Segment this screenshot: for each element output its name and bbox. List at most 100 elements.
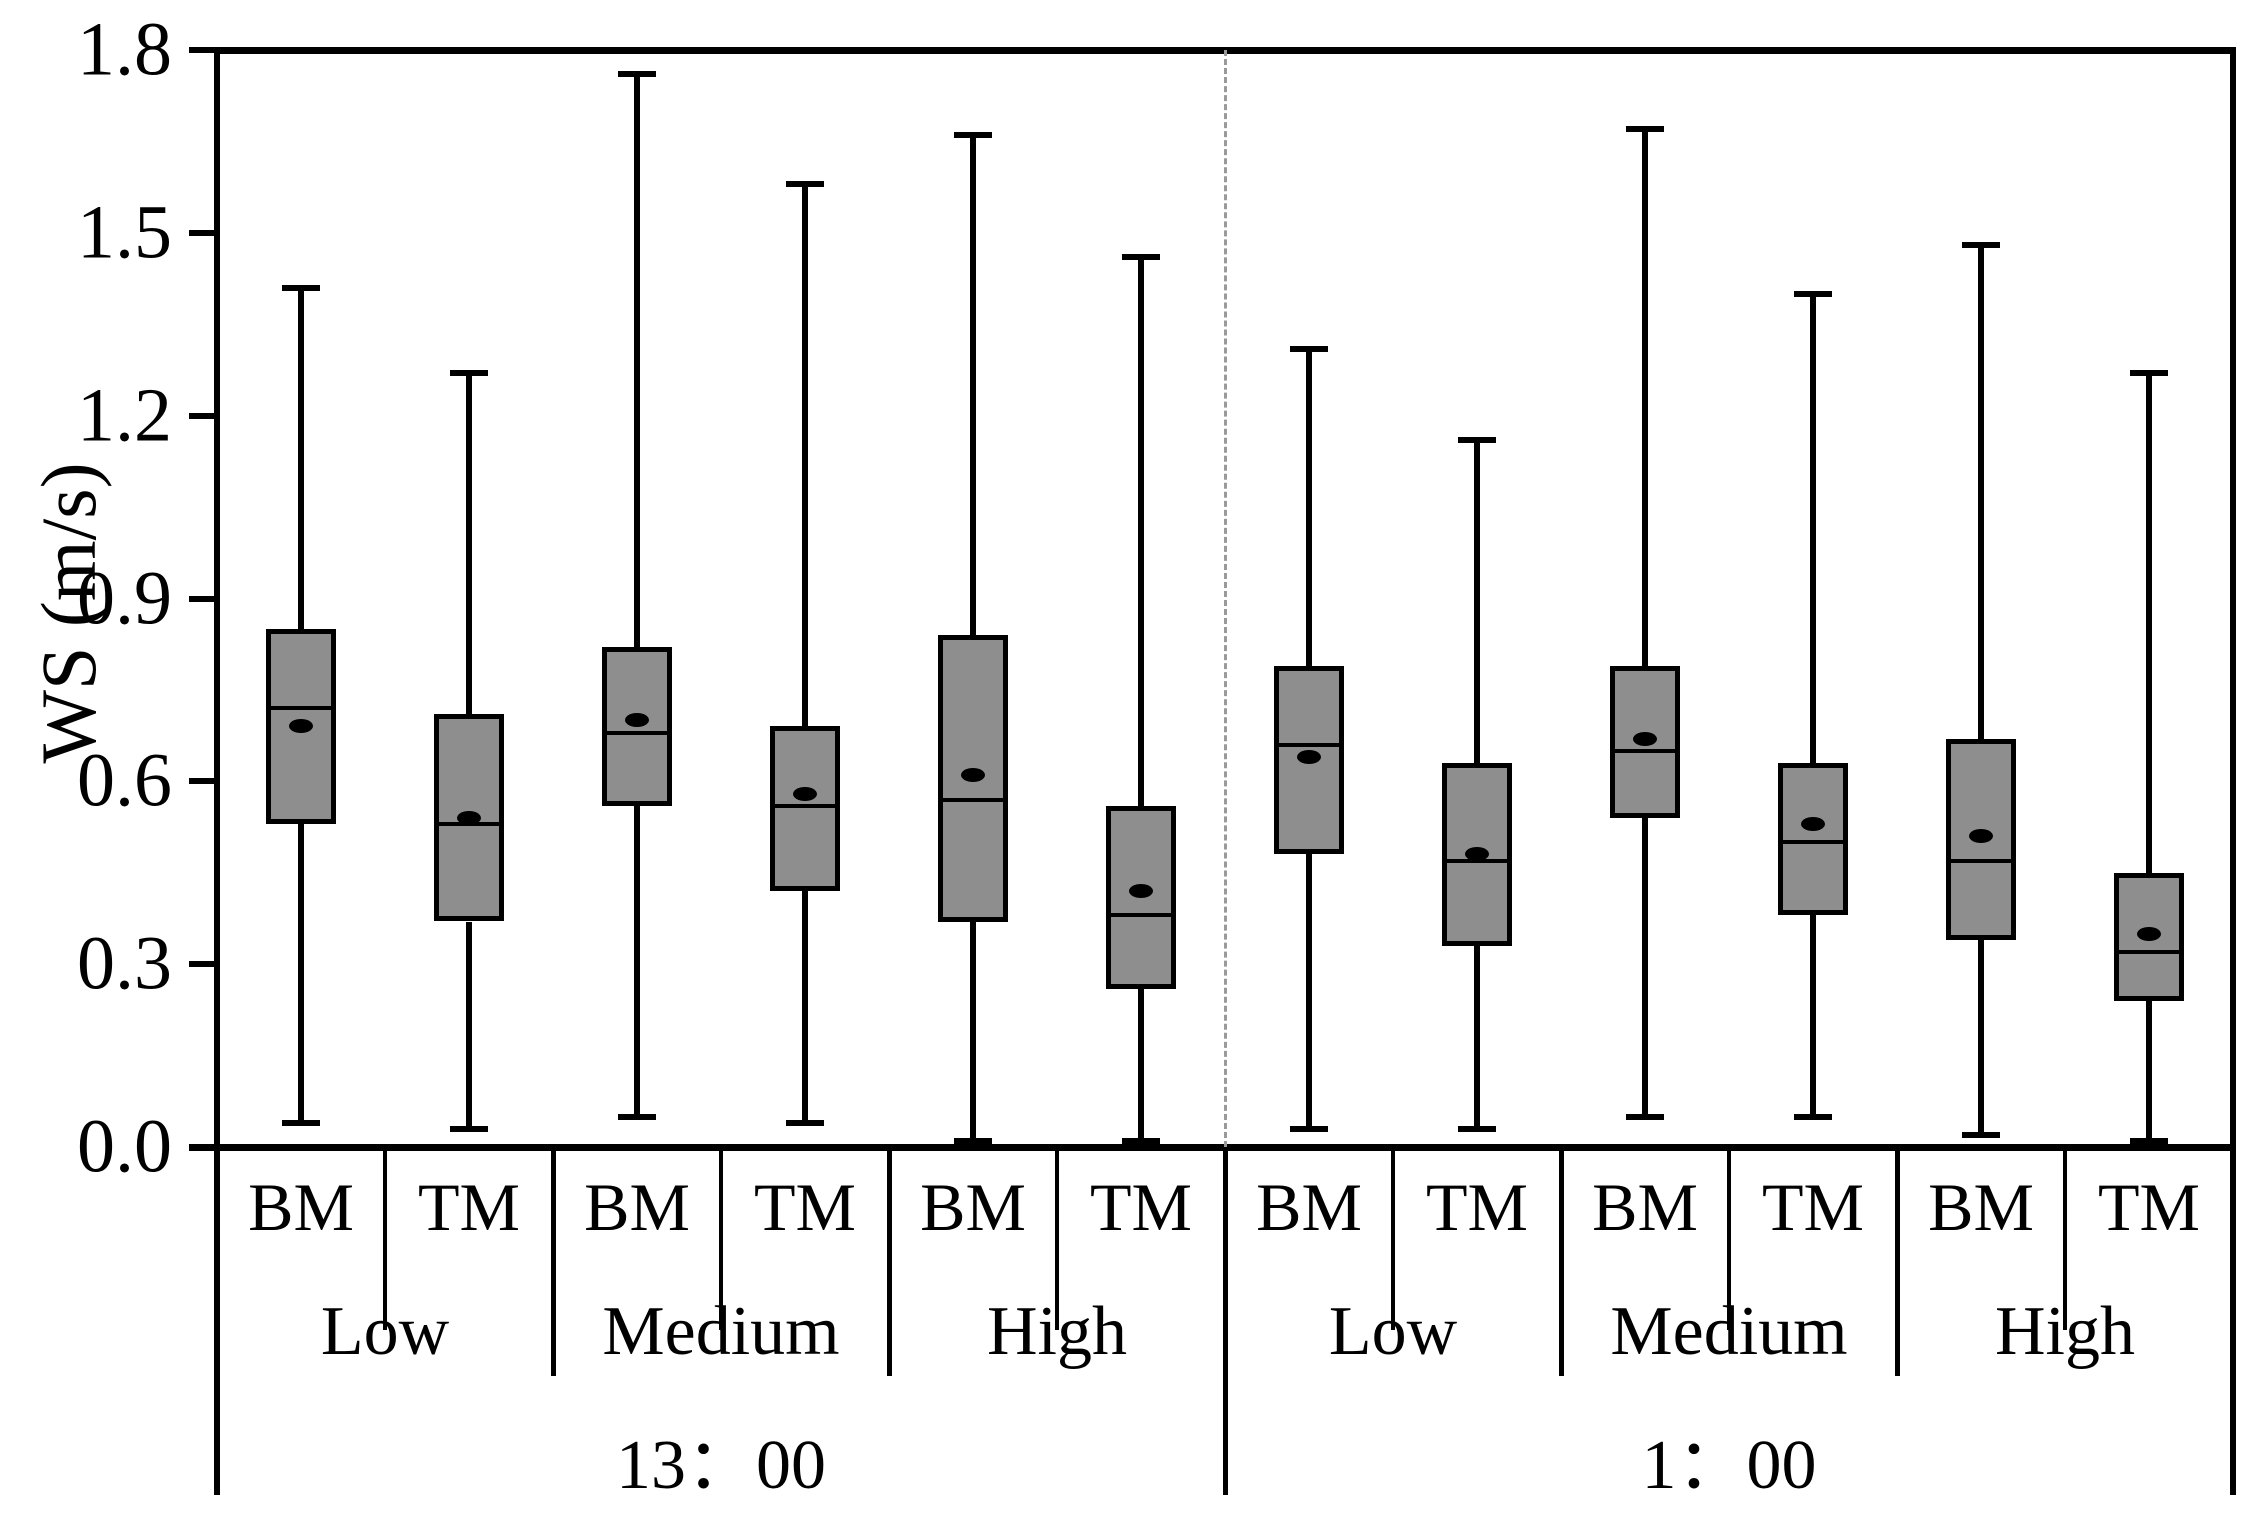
box-iqr bbox=[266, 628, 336, 824]
upper-whisker-cap bbox=[1794, 290, 1832, 297]
y-tick-label: 0.9 bbox=[77, 556, 172, 640]
upper-whisker-cap bbox=[1962, 242, 2000, 249]
median-line bbox=[607, 730, 667, 735]
median-line bbox=[1615, 748, 1675, 753]
lower-whisker-line bbox=[970, 921, 976, 1141]
upper-whisker-cap bbox=[282, 284, 320, 291]
upper-whisker-cap bbox=[1626, 126, 1664, 133]
level-separator bbox=[550, 1147, 556, 1376]
median-line bbox=[2119, 949, 2179, 954]
lower-whisker-cap bbox=[954, 1137, 992, 1144]
upper-whisker-cap bbox=[2130, 370, 2168, 376]
box-iqr bbox=[938, 635, 1008, 922]
y-tick bbox=[189, 412, 217, 419]
y-tick-label: 1.8 bbox=[77, 7, 172, 92]
upper-whisker-cap bbox=[1290, 345, 1328, 352]
time-divider-dashed bbox=[1223, 50, 1227, 1147]
x-series-label: TM bbox=[1762, 1169, 1864, 1245]
series-separator bbox=[1391, 1147, 1395, 1330]
lower-whisker-line bbox=[802, 891, 808, 1123]
x-level-label: Low bbox=[1328, 1293, 1458, 1370]
series-separator bbox=[2063, 1147, 2067, 1330]
upper-whisker-line bbox=[634, 74, 640, 648]
mean-marker bbox=[457, 810, 481, 825]
x-series-label: BM bbox=[1928, 1169, 2034, 1245]
x-time-label: 13：00 bbox=[616, 1427, 826, 1504]
y-tick-label: 0.0 bbox=[77, 1104, 172, 1189]
upper-whisker-cap bbox=[450, 370, 488, 376]
upper-whisker-line bbox=[1306, 348, 1312, 666]
lower-whisker-cap bbox=[1962, 1131, 2000, 1138]
mean-marker bbox=[1465, 847, 1489, 862]
y-tick bbox=[189, 1144, 217, 1150]
series-separator bbox=[1727, 1147, 1731, 1330]
x-series-label: BM bbox=[920, 1169, 1026, 1245]
upper-whisker-line bbox=[1810, 293, 1816, 764]
lower-whisker-line bbox=[1978, 939, 1984, 1135]
x-series-label: BM bbox=[1256, 1169, 1362, 1245]
time-separator bbox=[1222, 1147, 1228, 1495]
median-line bbox=[271, 706, 331, 711]
lower-whisker-cap bbox=[786, 1119, 824, 1126]
lower-whisker-line bbox=[1306, 854, 1312, 1129]
lower-whisker-line bbox=[1810, 915, 1816, 1117]
x-series-label: TM bbox=[1426, 1169, 1528, 1245]
series-separator bbox=[383, 1147, 387, 1330]
box-iqr bbox=[770, 726, 840, 892]
x-series-label: TM bbox=[418, 1169, 520, 1245]
lower-whisker-cap bbox=[1290, 1125, 1328, 1132]
lower-whisker-cap bbox=[450, 1125, 488, 1132]
upper-whisker-line bbox=[1978, 245, 1984, 739]
mean-marker bbox=[2137, 926, 2161, 941]
x-series-label: BM bbox=[248, 1169, 354, 1245]
upper-whisker-cap bbox=[618, 71, 656, 78]
series-separator bbox=[719, 1147, 723, 1330]
lower-whisker-line bbox=[298, 823, 304, 1123]
median-line bbox=[943, 797, 1003, 802]
level-separator bbox=[1894, 1147, 1900, 1376]
mean-marker bbox=[793, 786, 817, 801]
y-tick-label: 1.5 bbox=[77, 190, 172, 275]
lower-whisker-cap bbox=[282, 1119, 320, 1126]
upper-whisker-cap bbox=[786, 181, 824, 188]
x-level-label: Low bbox=[320, 1293, 450, 1370]
mean-marker bbox=[1297, 749, 1321, 764]
lower-whisker-cap bbox=[1626, 1113, 1664, 1120]
mean-marker bbox=[1969, 829, 1993, 844]
lower-whisker-cap bbox=[1122, 1137, 1160, 1144]
upper-whisker-line bbox=[2146, 373, 2152, 873]
level-separator bbox=[886, 1147, 892, 1376]
y-tick-label: 0.6 bbox=[77, 738, 172, 823]
right-spine bbox=[2230, 50, 2236, 1495]
lower-whisker-line bbox=[1138, 988, 1144, 1141]
y-tick-label: 0.3 bbox=[77, 921, 172, 1006]
upper-whisker-cap bbox=[954, 132, 992, 139]
median-line bbox=[1279, 742, 1339, 747]
y-tick bbox=[189, 229, 217, 236]
median-line bbox=[1111, 913, 1171, 918]
upper-whisker-line bbox=[466, 373, 472, 715]
x-series-label: TM bbox=[754, 1169, 856, 1245]
box-iqr bbox=[434, 714, 504, 922]
upper-whisker-line bbox=[970, 135, 976, 636]
upper-whisker-cap bbox=[1458, 437, 1496, 444]
lower-whisker-line bbox=[2146, 1000, 2152, 1141]
lower-whisker-cap bbox=[1458, 1125, 1496, 1132]
x-level-label: Medium bbox=[602, 1293, 840, 1370]
mean-marker bbox=[289, 719, 313, 734]
box-iqr bbox=[1778, 763, 1848, 916]
x-time-label: 1：00 bbox=[1641, 1427, 1817, 1504]
lower-whisker-line bbox=[634, 805, 640, 1117]
mean-marker bbox=[1633, 731, 1657, 746]
x-level-label: Medium bbox=[1610, 1293, 1848, 1370]
x-series-label: BM bbox=[584, 1169, 690, 1245]
y-tick bbox=[189, 47, 217, 53]
upper-whisker-line bbox=[298, 287, 304, 629]
x-series-label: TM bbox=[1090, 1169, 1192, 1245]
lower-whisker-line bbox=[1642, 817, 1648, 1117]
y-axis-spine bbox=[214, 50, 220, 1495]
upper-whisker-line bbox=[1642, 129, 1648, 666]
box-iqr bbox=[1442, 763, 1512, 946]
lower-whisker-cap bbox=[618, 1113, 656, 1120]
